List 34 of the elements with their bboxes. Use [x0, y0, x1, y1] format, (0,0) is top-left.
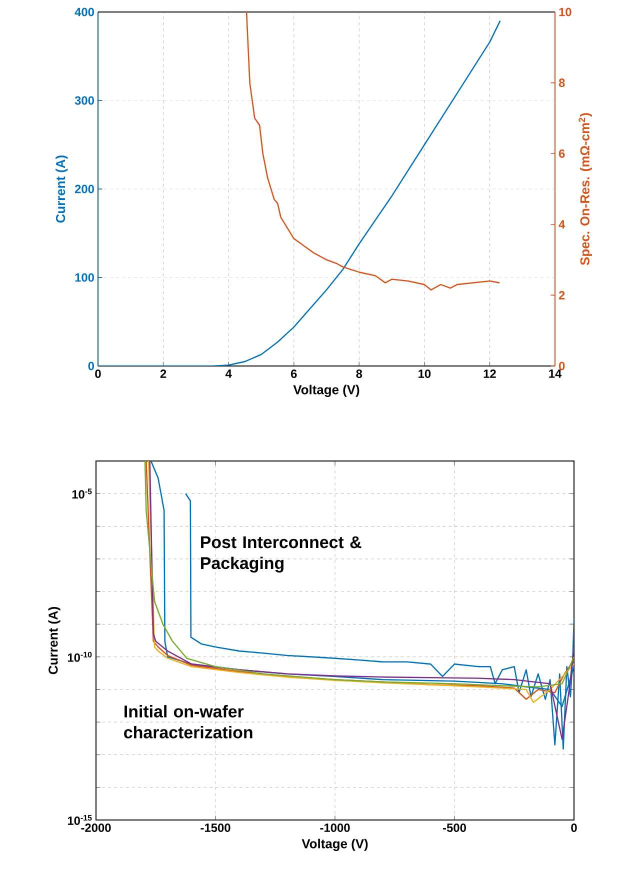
x-tick-label: 2	[160, 370, 166, 378]
x-tick-label: 6	[290, 370, 297, 378]
x-tick-label: -1500	[200, 824, 230, 832]
x-tick-label: 0	[95, 370, 101, 378]
y2-tick-label: 0	[558, 362, 565, 370]
x-axis-title: Voltage (V)	[293, 384, 360, 397]
y-axis-title: Current (A)	[56, 155, 68, 223]
x-tick-label: 0	[571, 824, 577, 832]
y-tick-label: 200	[74, 184, 94, 194]
y-tick-label: 10$^{-10}$	[68, 652, 92, 662]
y2-tick-label: 10	[559, 8, 572, 16]
y2-tick-label: 8	[558, 78, 565, 88]
annotation: Initial on-wafer characterization	[124, 705, 252, 738]
x-axis-title: Voltage (V)	[302, 838, 368, 851]
y-tick-label: 10$^{-5}$	[72, 488, 92, 499]
y-tick-label: 10$^{-15}$	[68, 815, 92, 825]
annotation: Post Interconnect & Packaging	[201, 536, 362, 573]
y2-tick-label: 6	[558, 149, 565, 158]
y2-axis-title: Spec. On-Res. (mΩ-cm$^{2}$)	[578, 113, 592, 266]
x-tick-label: -1000	[320, 824, 350, 832]
y-tick-label: 400	[74, 8, 94, 16]
y-tick-label: 0	[88, 362, 94, 370]
y2-tick-label: 2	[558, 291, 565, 300]
x-tick-label: 14	[549, 370, 562, 378]
x-tick-label: -500	[443, 824, 466, 832]
y-axis-title: Current (A)	[48, 606, 60, 674]
y-tick-label: 100	[75, 273, 94, 282]
x-tick-label: 4	[225, 370, 232, 378]
x-tick-label: -2000	[81, 824, 111, 832]
x-tick-label: 10	[418, 370, 431, 378]
y2-tick-label: 4	[558, 220, 566, 229]
y-tick-label: 300	[74, 96, 94, 105]
x-tick-label: 8	[356, 370, 362, 378]
x-tick-label: 12	[484, 370, 496, 378]
